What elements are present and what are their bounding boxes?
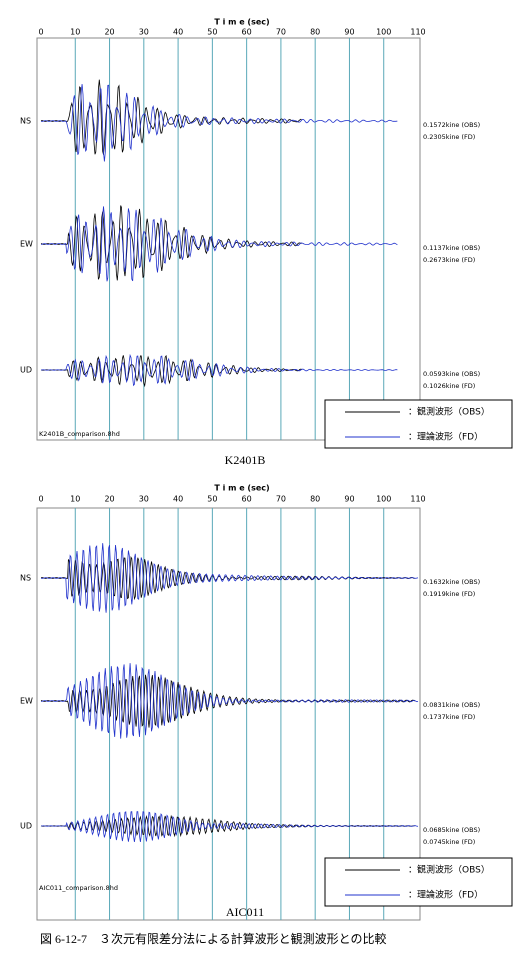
- x-tick-label: 20: [104, 28, 114, 37]
- fd-amplitude: 0.0745kine (FD): [423, 838, 475, 846]
- legend-box: [324, 857, 513, 907]
- x-tick-label: 20: [104, 495, 114, 504]
- x-tick-label: 60: [242, 28, 252, 37]
- file-name: K2401B_comparison.8hd: [39, 430, 120, 438]
- legend-obs: ：観測波形（OBS）: [408, 864, 490, 876]
- trace-label: EW: [20, 240, 33, 249]
- fd-amplitude: 0.1026kine (FD): [423, 382, 475, 390]
- panel-caption: AIC011: [226, 905, 264, 919]
- x-tick-label: 70: [276, 28, 286, 37]
- fd-amplitude: 0.1737kine (FD): [423, 713, 475, 721]
- x-tick-label: 40: [173, 495, 183, 504]
- obs-amplitude: 0.0831kine (OBS): [423, 701, 480, 709]
- x-tick-label: 40: [173, 28, 183, 37]
- obs-amplitude: 0.0685kine (OBS): [423, 826, 480, 834]
- x-tick-label: 80: [310, 495, 320, 504]
- x-tick-label: 90: [344, 495, 354, 504]
- obs-amplitude: 0.1632kine (OBS): [423, 578, 480, 586]
- x-tick-label: 110: [410, 495, 425, 504]
- waveform-obs: [41, 79, 302, 155]
- x-tick-label: 100: [376, 28, 391, 37]
- trace-label: UD: [20, 366, 32, 375]
- plot-frame: [36, 507, 421, 921]
- obs-amplitude: 0.1137kine (OBS): [423, 244, 480, 252]
- axis-title: T i m e (sec): [214, 18, 269, 27]
- x-tick-label: 50: [207, 28, 217, 37]
- x-tick-label: 70: [276, 495, 286, 504]
- waveform-fd: [41, 663, 419, 739]
- trace-label: NS: [20, 574, 31, 583]
- x-tick-label: 10: [70, 28, 80, 37]
- fd-amplitude: 0.2305kine (FD): [423, 133, 475, 141]
- panel-caption: K2401B: [225, 453, 266, 467]
- legend-box: [324, 399, 513, 449]
- obs-amplitude: 0.0593kine (OBS): [423, 370, 480, 378]
- trace-label: UD: [20, 822, 32, 831]
- waveform-fd: [40, 543, 419, 613]
- file-name: AIC011_comparison.8hd: [39, 884, 118, 892]
- x-tick-label: 30: [139, 28, 149, 37]
- x-tick-label: 60: [242, 495, 252, 504]
- x-tick-label: 100: [376, 495, 391, 504]
- fd-amplitude: 0.1919kine (FD): [423, 590, 475, 598]
- obs-amplitude: 0.1572kine (OBS): [423, 121, 480, 129]
- x-tick-label: 110: [410, 28, 425, 37]
- legend-obs: ：観測波形（OBS）: [408, 406, 490, 418]
- waveform-obs: [40, 814, 415, 838]
- x-tick-label: 80: [310, 28, 320, 37]
- x-tick-label: 50: [207, 495, 217, 504]
- x-tick-label: 0: [38, 28, 43, 37]
- axis-title: T i m e (sec): [214, 484, 269, 493]
- trace-label: EW: [20, 697, 33, 706]
- legend-fd: ：理論波形（FD）: [408, 431, 483, 443]
- waveform-fd: [40, 206, 398, 282]
- x-tick-label: 90: [344, 28, 354, 37]
- waveform-fd: [40, 353, 398, 387]
- plot-frame: [36, 37, 421, 441]
- trace-label: NS: [20, 117, 31, 126]
- waveform-fd: [40, 84, 398, 162]
- x-tick-label: 30: [139, 495, 149, 504]
- waveform-obs: [40, 354, 302, 388]
- x-tick-label: 0: [38, 495, 43, 504]
- figure-caption: 図 6-12-7 ３次元有限差分法による計算波形と観測波形との比較: [40, 931, 387, 946]
- waveform-fd: [40, 811, 419, 843]
- legend-fd: ：理論波形（FD）: [408, 889, 483, 901]
- fd-amplitude: 0.2673kine (FD): [423, 256, 475, 264]
- waveform-obs: [40, 205, 302, 281]
- x-tick-label: 10: [70, 495, 80, 504]
